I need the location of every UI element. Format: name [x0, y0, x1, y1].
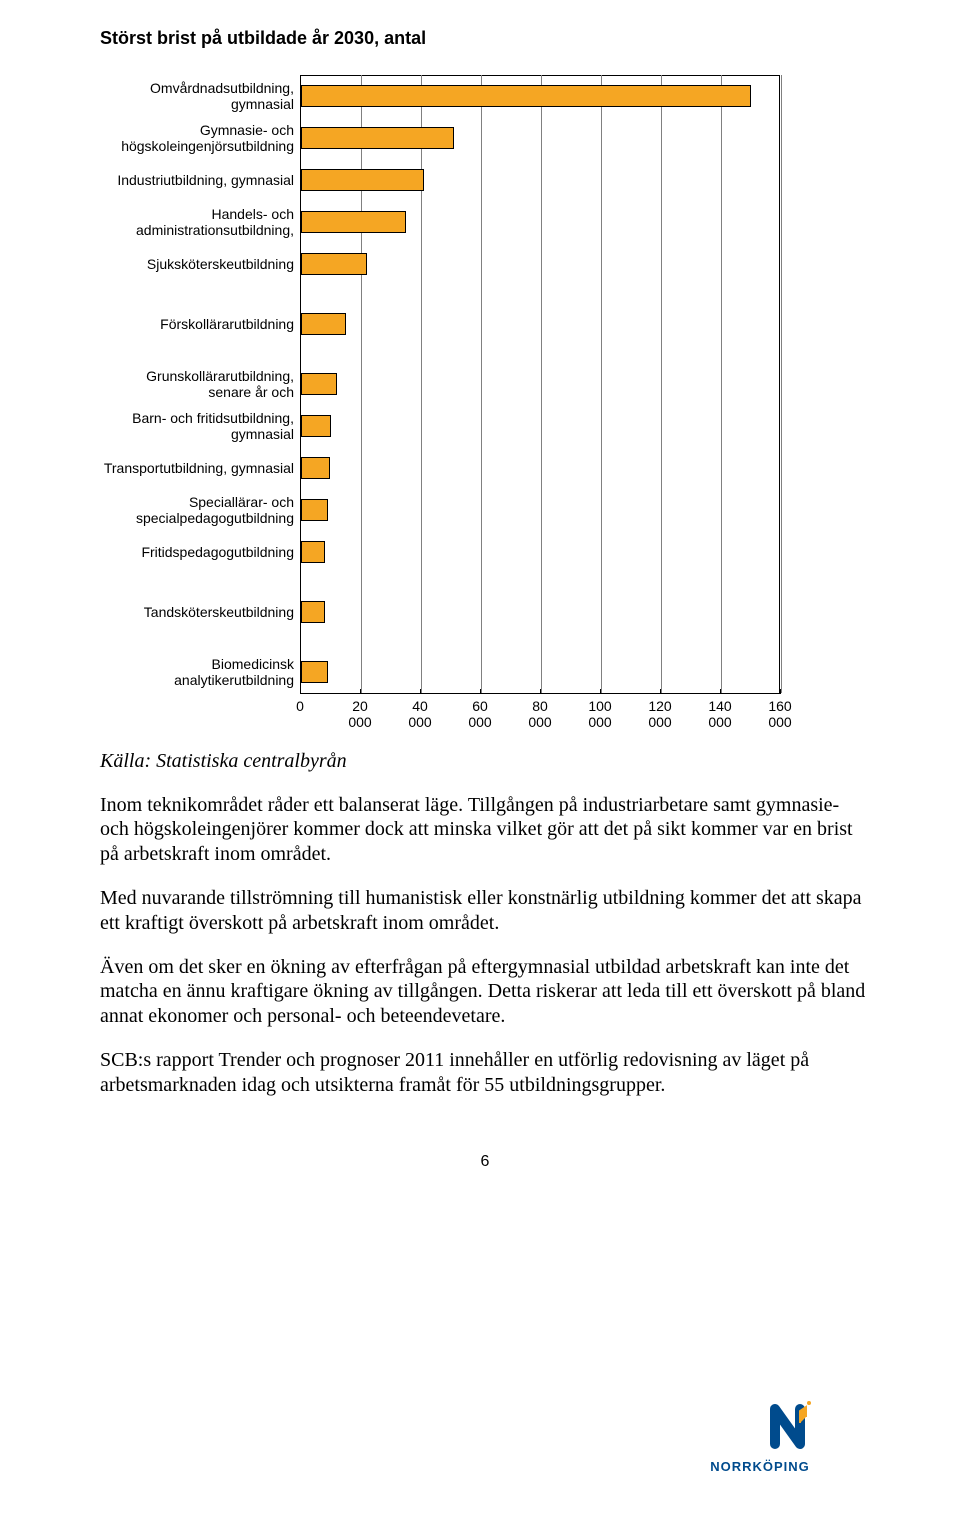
bar — [301, 541, 325, 563]
x-axis-tick: 120000 — [648, 698, 671, 730]
x-axis-tick: 20000 — [348, 698, 371, 730]
bar-label: Sjuksköterskeutbildning — [100, 243, 300, 285]
x-axis-tick: 0 — [296, 698, 304, 714]
bar — [301, 211, 406, 233]
x-axis-tick: 100000 — [588, 698, 611, 730]
bar — [301, 85, 751, 107]
bar-label: Gymnasie- och högskoleingenjörsutbildnin… — [100, 117, 300, 159]
bar-label: Fritidspedagogutbildning — [100, 531, 300, 573]
chart-title: Störst brist på utbildade år 2030, antal — [100, 28, 870, 49]
bar — [301, 253, 367, 275]
bar — [301, 169, 424, 191]
bar — [301, 601, 325, 623]
body-text: Inom teknikområdet råder ett balanserat … — [100, 793, 870, 1097]
x-axis-tick: 40000 — [408, 698, 431, 730]
bar — [301, 127, 454, 149]
bar — [301, 499, 328, 521]
bar — [301, 661, 328, 683]
bar-label: Transportutbildning, gymnasial — [100, 447, 300, 489]
bar-label: Förskollärarutbildning — [100, 303, 300, 345]
bar-label: Grunskollärarutbildning, senare år och — [100, 363, 300, 405]
bar-label: Handels- och administrationsutbildning, — [100, 201, 300, 243]
paragraph: Även om det sker en ökning av efterfråga… — [100, 955, 870, 1028]
x-axis-tick: 160000 — [768, 698, 791, 730]
paragraph: Inom teknikområdet råder ett balanserat … — [100, 793, 870, 866]
bar — [301, 457, 330, 479]
bar-chart: Omvårdnadsutbildning, gymnasialGymnasie-… — [100, 75, 870, 693]
x-axis-tick: 60000 — [468, 698, 491, 730]
bar — [301, 313, 346, 335]
paragraph: Med nuvarande tillströmning till humanis… — [100, 886, 870, 935]
bar-label: Omvårdnadsutbildning, gymnasial — [100, 75, 300, 117]
page-number: 6 — [100, 1153, 870, 1171]
bar-label: Speciallärar- och specialpedagogutbildni… — [100, 489, 300, 531]
bar — [301, 415, 331, 437]
bar — [301, 373, 337, 395]
x-axis-tick: 140000 — [708, 698, 731, 730]
norrkoping-logo: NORRKÖPING — [690, 1399, 830, 1484]
bar-label: Barn- och fritidsutbildning, gymnasial — [100, 405, 300, 447]
bar-label: Biomedicinsk analytikerutbildning — [100, 651, 300, 693]
bar-label: Industriutbildning, gymnasial — [100, 159, 300, 201]
bar-label: Tandsköterskeutbildning — [100, 591, 300, 633]
x-axis-tick: 80000 — [528, 698, 551, 730]
chart-source: Källa: Statistiska centralbyrån — [100, 750, 870, 773]
paragraph: SCB:s rapport Trender och prognoser 2011… — [100, 1048, 870, 1097]
svg-text:NORRKÖPING: NORRKÖPING — [710, 1459, 810, 1474]
